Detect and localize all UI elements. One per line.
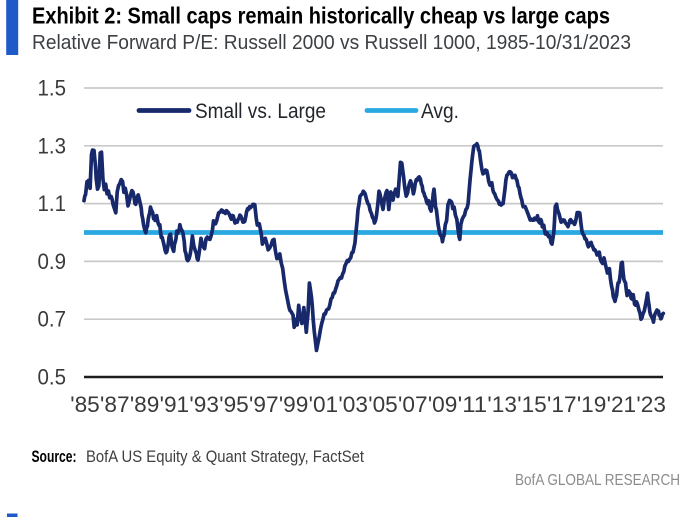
svg-text:0.7: 0.7 (38, 307, 67, 332)
svg-text:'97: '97 (249, 392, 279, 417)
svg-text:Small vs. Large: Small vs. Large (195, 99, 326, 123)
svg-text:'05: '05 (368, 392, 398, 417)
svg-text:'93: '93 (189, 392, 219, 417)
svg-text:'89: '89 (130, 392, 160, 417)
svg-text:1.5: 1.5 (38, 76, 67, 101)
svg-text:'91: '91 (160, 392, 190, 417)
svg-text:'11: '11 (458, 392, 488, 417)
svg-text:'87: '87 (100, 392, 130, 417)
svg-text:Exhibit 2: Small caps remain h: Exhibit 2: Small caps remain historicall… (32, 3, 610, 29)
svg-text:'95: '95 (219, 392, 249, 417)
svg-text:'13: '13 (487, 392, 517, 417)
svg-text:'19: '19 (577, 392, 607, 417)
svg-text:'23: '23 (636, 392, 666, 417)
svg-text:BofA US Equity & Quant Strateg: BofA US Equity & Quant Strategy, FactSet (86, 448, 364, 466)
svg-text:Source:: Source: (32, 448, 77, 466)
svg-text:'07: '07 (398, 392, 428, 417)
svg-text:0.5: 0.5 (38, 365, 67, 390)
svg-text:'85: '85 (70, 392, 100, 417)
svg-text:0.9: 0.9 (38, 249, 67, 274)
svg-text:1.1: 1.1 (38, 191, 67, 216)
svg-text:'17: '17 (547, 392, 577, 417)
svg-text:'99: '99 (279, 392, 309, 417)
svg-text:'03: '03 (338, 392, 368, 417)
svg-text:'09: '09 (428, 392, 458, 417)
svg-text:Avg.: Avg. (421, 99, 459, 123)
svg-text:'15: '15 (517, 392, 547, 417)
svg-text:'21: '21 (607, 392, 637, 417)
svg-text:1.3: 1.3 (38, 133, 67, 158)
svg-text:Relative Forward P/E: Russell: Relative Forward P/E: Russell 2000 vs Ru… (32, 32, 631, 54)
svg-text:'01: '01 (309, 392, 339, 417)
svg-text:BofA GLOBAL RESEARCH: BofA GLOBAL RESEARCH (515, 472, 680, 489)
